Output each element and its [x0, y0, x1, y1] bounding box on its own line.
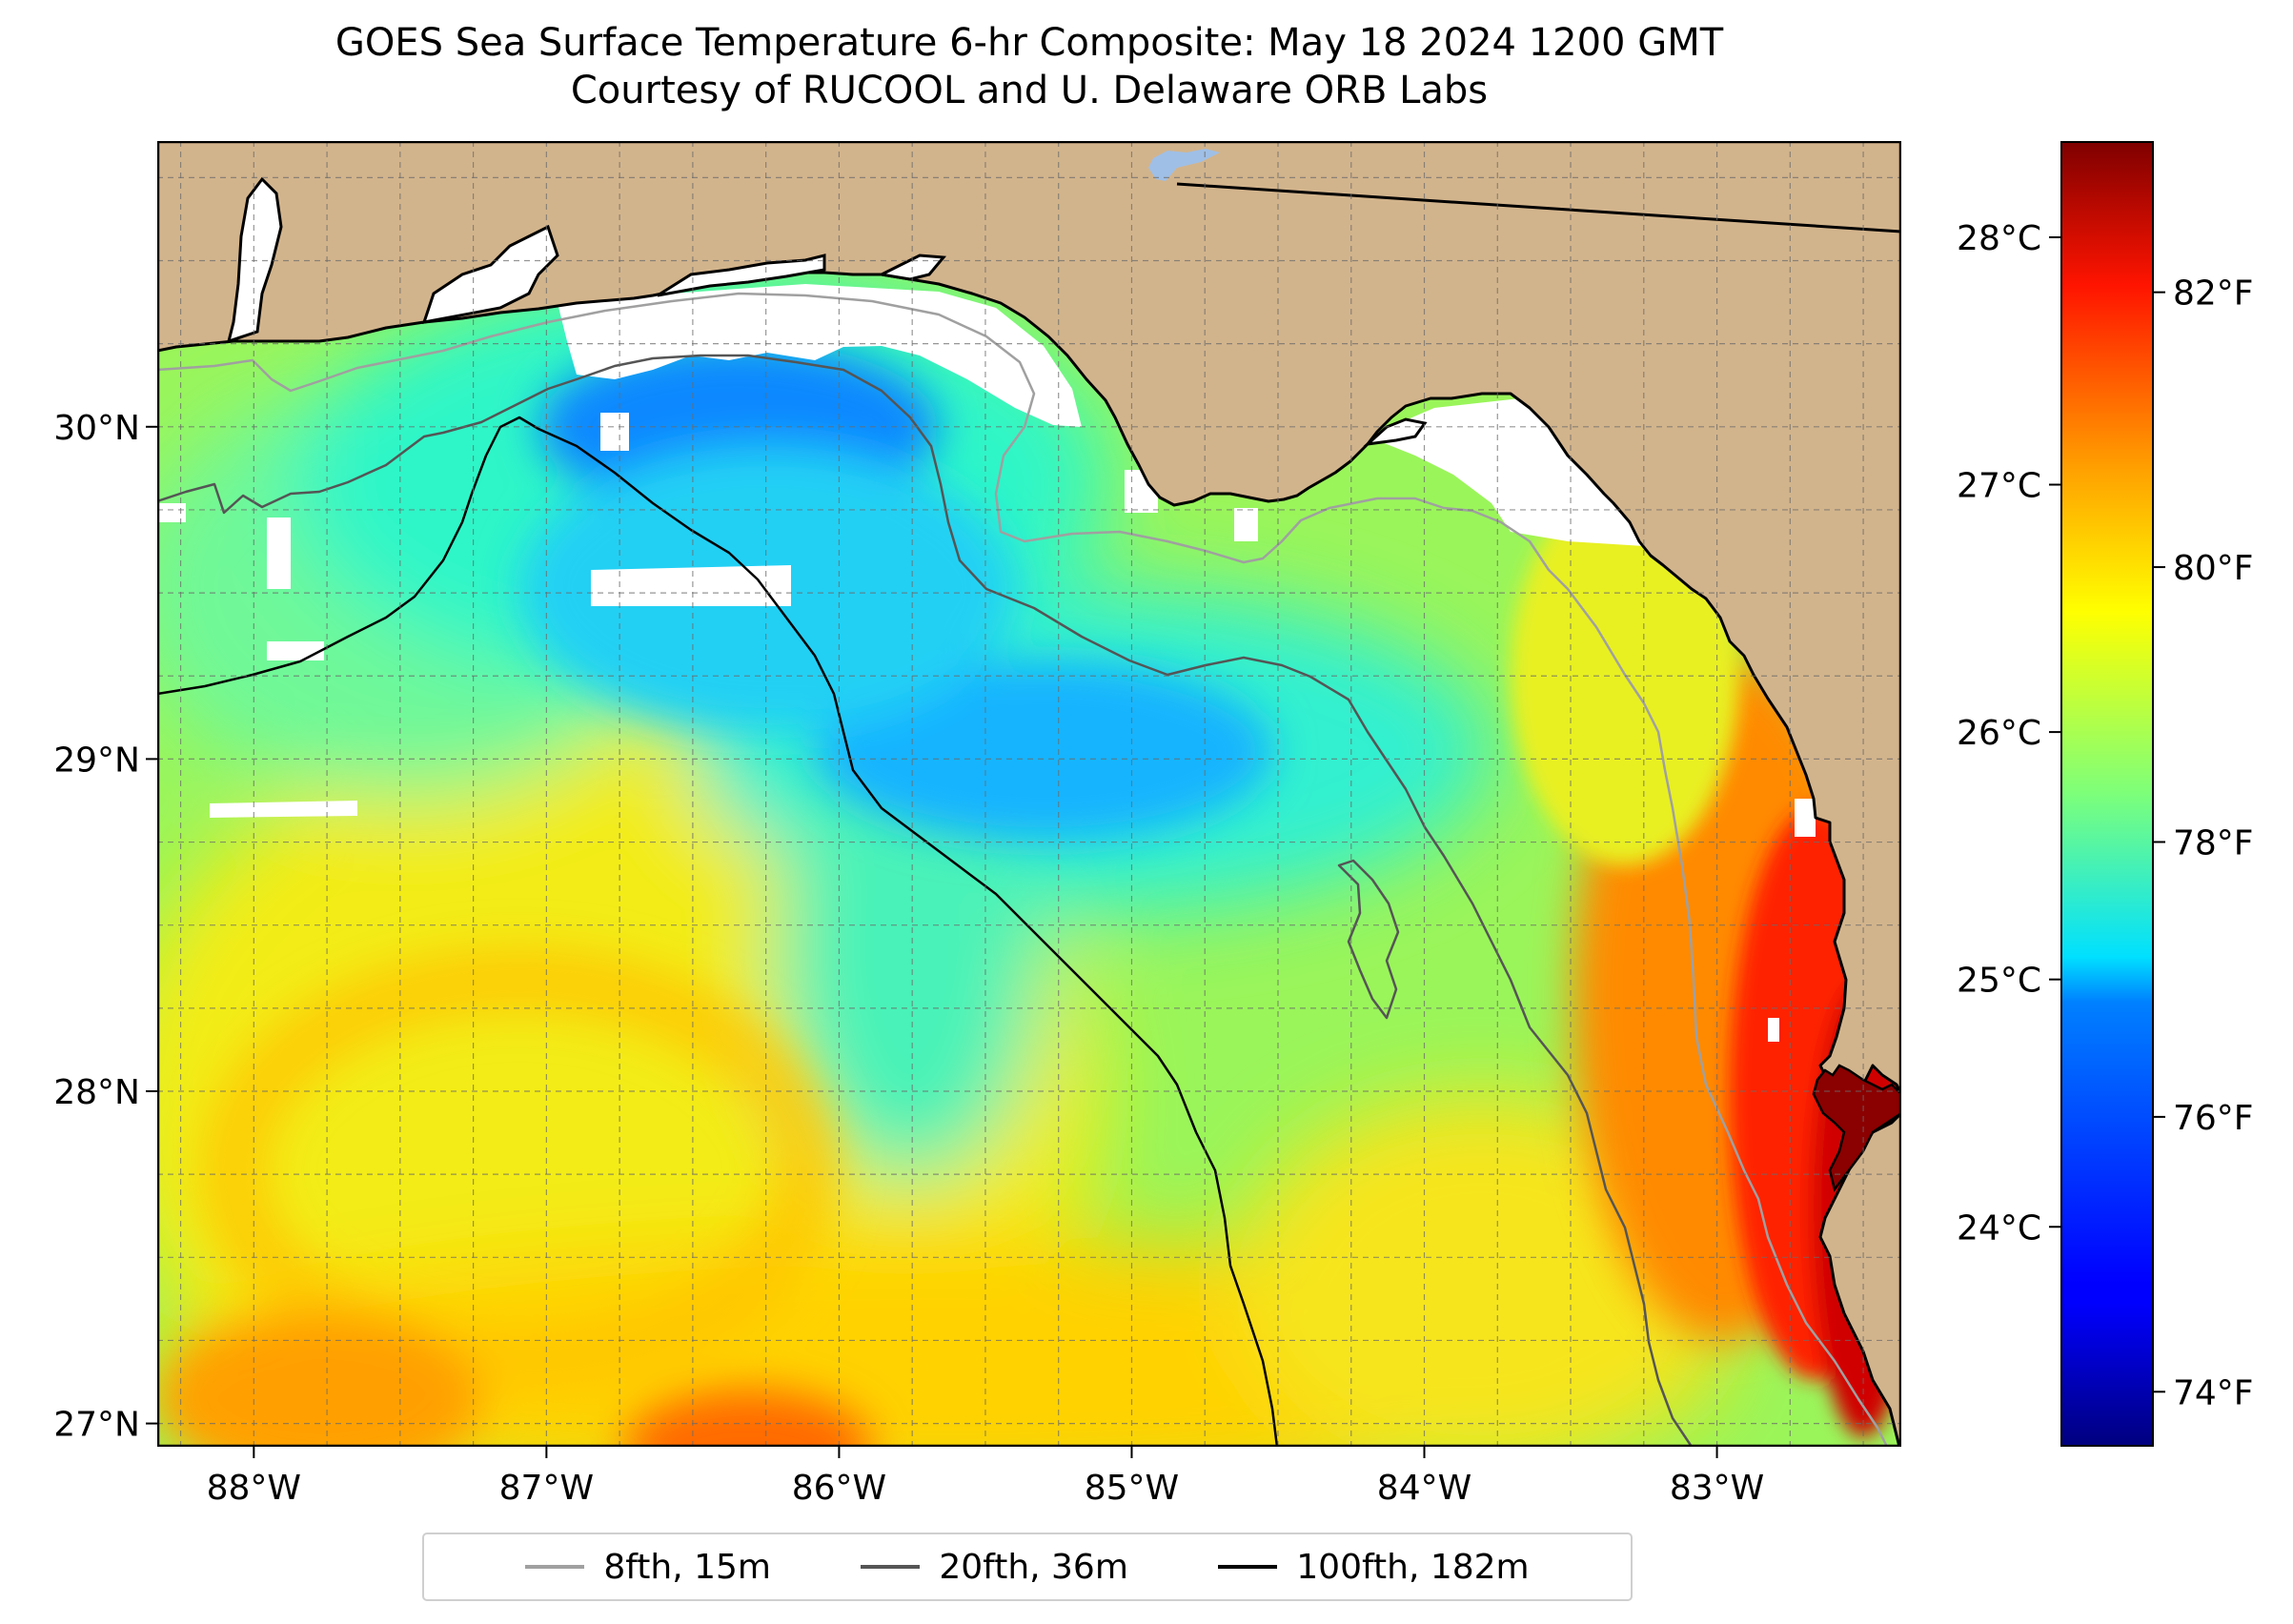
colorbar-f-tick-label: 74°F [2173, 1373, 2254, 1412]
map-panel[interactable] [157, 141, 1901, 1447]
longitude-labels: 88°W 87°W 86°W 85°W 84°W 83°W [207, 1447, 1764, 1508]
lon-tick-label: 87°W [499, 1469, 594, 1508]
colorbar-c-tick-label: 24°C [1957, 1208, 2041, 1248]
page-subtitle: Courtesy of RUCOOL and U. Delaware ORB L… [570, 69, 1489, 112]
lon-tick-label: 83°W [1670, 1469, 1764, 1508]
no-data-patch [600, 413, 629, 451]
no-data-patch [267, 641, 324, 660]
latitude-labels: 27°N 28°N 29°N 30°N [53, 409, 157, 1445]
lon-tick-label: 85°W [1085, 1469, 1179, 1508]
no-data-patch [1795, 799, 1816, 837]
lat-tick-label: 27°N [53, 1406, 140, 1445]
legend-item: 8fth, 15m [525, 1548, 771, 1587]
title-block: GOES Sea Surface Temperature 6-hr Compos… [157, 19, 1901, 114]
colorbar [2060, 141, 2154, 1447]
colorbar-f-tick-label: 78°F [2173, 823, 2254, 863]
lon-tick-label: 84°W [1377, 1469, 1471, 1508]
lon-tick-label: 86°W [792, 1469, 886, 1508]
legend-swatch-182m [1218, 1565, 1278, 1569]
colorbar-f-tick-label: 80°F [2173, 549, 2254, 588]
colorbar-fill [2060, 141, 2154, 1447]
lat-tick-label: 30°N [53, 409, 140, 448]
sst-map[interactable] [157, 141, 1901, 1447]
colorbar-c-tick-label: 26°C [1957, 714, 2041, 753]
lat-tick-label: 28°N [53, 1073, 140, 1112]
colorbar-c-tick-label: 27°C [1957, 467, 2041, 506]
colorbar-gradient [2060, 141, 2154, 1447]
legend-item: 20fth, 36m [861, 1548, 1128, 1587]
lat-tick-label: 29°N [53, 741, 140, 780]
no-data-patch [1768, 1018, 1779, 1042]
lon-tick-label: 88°W [207, 1469, 301, 1508]
legend-swatch-15m [525, 1565, 585, 1569]
no-data-patch [157, 503, 186, 522]
colorbar-c-tick-label: 25°C [1957, 962, 2041, 1001]
colorbar-f-tick-label: 82°F [2173, 274, 2254, 314]
legend-label: 20fth, 36m [939, 1547, 1128, 1587]
isobath-legend: 8fth, 15m 20fth, 36m 100fth, 182m [422, 1533, 1633, 1601]
legend-swatch-36m [861, 1565, 921, 1569]
no-data-patch [1234, 508, 1258, 541]
colorbar-c-tick-label: 28°C [1957, 219, 2041, 258]
page-title: GOES Sea Surface Temperature 6-hr Compos… [335, 21, 1724, 65]
no-data-patch [267, 518, 291, 589]
celsius-ticks: 24°C 25°C 26°C 27°C 28°C [1957, 219, 2060, 1248]
legend-label: 8fth, 15m [603, 1547, 771, 1587]
fahrenheit-ticks: 74°F 76°F 78°F 80°F 82°F [2154, 274, 2254, 1412]
legend-label: 100fth, 182m [1296, 1547, 1530, 1587]
legend-item: 100fth, 182m [1218, 1547, 1530, 1587]
no-data-patch [210, 801, 357, 818]
colorbar-f-tick-label: 76°F [2173, 1099, 2254, 1138]
